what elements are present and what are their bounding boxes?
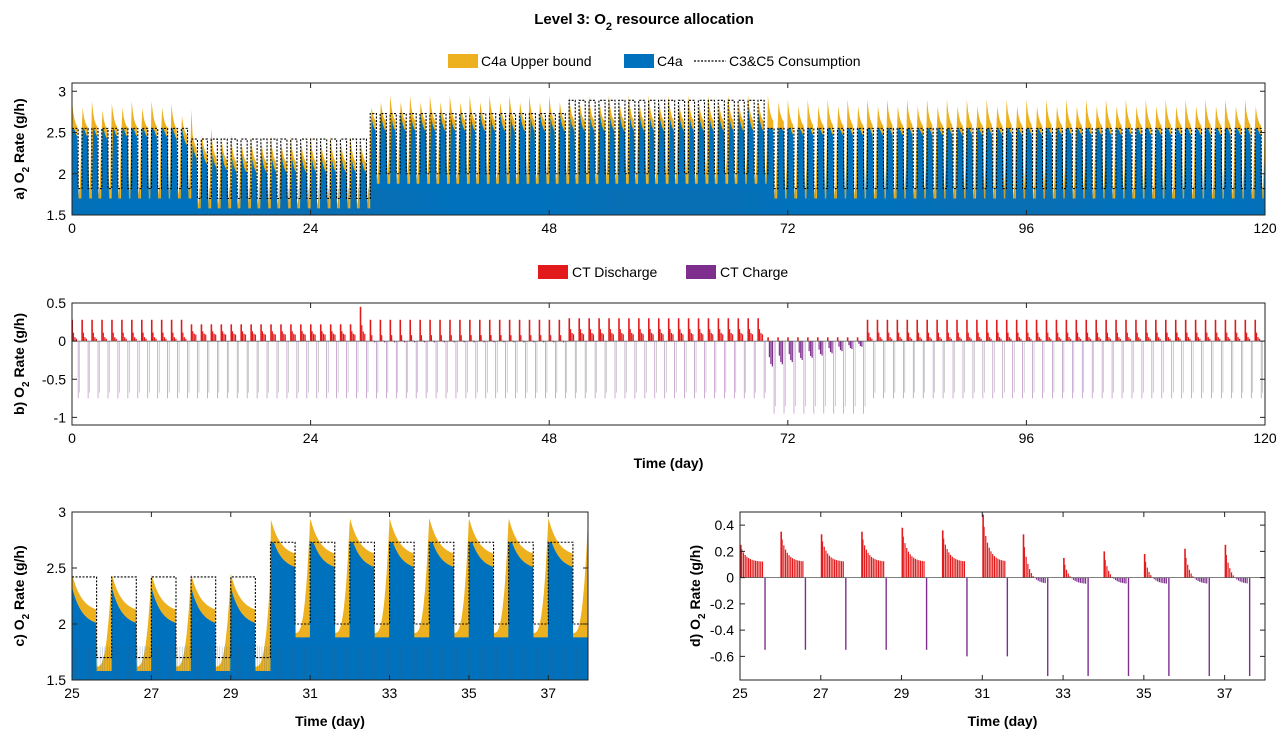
panel-c: 25 27 29 31 33 35 37 1.5 2 2.5 3 c) O2 Rate (g/h) Ti… [11, 504, 589, 729]
x-tick-label: 120 [1253, 430, 1277, 446]
y-axis-label-b: b) O2 Rate (g/h) [11, 313, 32, 415]
x-tick-label: 25 [64, 685, 80, 701]
x-axis-label-c: Time (day) [295, 713, 365, 729]
x-tick-label: 96 [1019, 430, 1035, 446]
panel-a: 0 24 48 72 96 120 1.5 2 2.5 3 a) O2 Rate (g/h) [11, 82, 1277, 236]
charge-bars [77, 341, 1263, 414]
y-tick-label: 2 [58, 616, 66, 632]
x-tick-label: 27 [813, 685, 829, 701]
legend-top: C4a Upper bound C4a C3&C5 Consumption [448, 53, 861, 69]
y-tick-label: 0 [726, 570, 734, 586]
legend-upper-swatch [448, 54, 478, 68]
x-tick-label: 29 [894, 685, 910, 701]
y-tick-label: 2 [58, 166, 66, 182]
y-tick-label: 0 [58, 333, 66, 349]
y-tick-label: 2.5 [47, 125, 67, 141]
y-tick-label: -1 [54, 409, 67, 425]
x-tick-label: 35 [1136, 685, 1152, 701]
x-tick-label: 48 [541, 220, 557, 236]
x-axis-label-d: Time (day) [968, 713, 1038, 729]
consumption-line [72, 99, 1265, 200]
x-tick-label: 24 [303, 220, 319, 236]
x-tick-label: 120 [1253, 220, 1277, 236]
legend-consumption-label: C3&C5 Consumption [729, 53, 861, 69]
charge-bars [764, 577, 1251, 677]
x-tick-label: 0 [68, 220, 76, 236]
y-tick-label: 3 [58, 83, 66, 99]
plot-frame-d [739, 511, 1266, 681]
y-tick-label: 1.5 [47, 672, 67, 688]
legend-upper-label: C4a Upper bound [481, 53, 592, 69]
x-tick-label: 48 [541, 430, 557, 446]
x-tick-label: 31 [302, 685, 318, 701]
figure-title: Level 3: O2 resource allocation [534, 11, 754, 33]
x-tick-label: 24 [303, 430, 319, 446]
y-axis-label-d: d) O2 Rate (g/h) [687, 545, 708, 647]
legend-charge-swatch [686, 265, 716, 279]
y-tick-label: 0.5 [47, 295, 67, 311]
y-tick-label: -0.4 [710, 622, 734, 638]
y-axis-label-a: a) O2 Rate (g/h) [11, 98, 32, 199]
x-tick-label: 31 [975, 685, 991, 701]
x-tick-label: 37 [541, 685, 557, 701]
plot-frame-c [71, 511, 589, 681]
y-tick-label: -0.5 [42, 371, 66, 387]
y-tick-label: -0.2 [710, 596, 734, 612]
legend-c4a-label: C4a [657, 53, 683, 69]
c4a-hatch [71, 188, 1264, 215]
plot-frame-b [71, 302, 1266, 426]
panel-d: 25 27 29 31 33 35 37 0.4 0.2 0 -0.2 -0.4 -0.6d) O2 R… [687, 511, 1266, 729]
legend-c4a-swatch [624, 54, 654, 68]
x-tick-label: 27 [144, 685, 160, 701]
y-tick-label: 0.4 [715, 517, 735, 533]
x-axis-label-b: Time (day) [634, 455, 704, 471]
y-tick-label: 3 [58, 504, 66, 520]
x-tick-label: 96 [1019, 220, 1035, 236]
x-tick-label: 29 [223, 685, 239, 701]
x-tick-label: 37 [1217, 685, 1233, 701]
legend-discharge-label: CT Discharge [572, 264, 658, 280]
x-tick-label: 33 [1055, 685, 1071, 701]
x-tick-label: 33 [382, 685, 398, 701]
y-axis-label-c: c) O2 Rate (g/h) [11, 545, 32, 646]
discharge-bars [71, 306, 1261, 342]
x-tick-label: 0 [68, 430, 76, 446]
consumption-line [72, 541, 588, 659]
c4a-area [72, 542, 588, 680]
plot-frame-a [71, 82, 1266, 216]
y-tick-label: 2.5 [47, 560, 67, 576]
y-tick-label: -0.6 [710, 648, 734, 664]
legend-discharge-swatch [538, 265, 568, 279]
x-tick-label: 25 [732, 685, 748, 701]
x-tick-label: 72 [780, 220, 796, 236]
panel-b: 0 24 48 72 96 120 0.5 0 -0.5 -1 b) O2 Rate (g/h) Ti… [11, 295, 1277, 471]
legend-ct: CT Discharge CT Charge [538, 264, 788, 280]
x-tick-label: 35 [461, 685, 477, 701]
y-tick-label: 0.2 [715, 543, 735, 559]
legend-charge-label: CT Charge [720, 264, 788, 280]
x-tick-label: 72 [780, 430, 796, 446]
c4a-hatch [71, 646, 586, 680]
y-tick-label: 1.5 [47, 207, 67, 223]
discharge-bars [740, 514, 1234, 578]
